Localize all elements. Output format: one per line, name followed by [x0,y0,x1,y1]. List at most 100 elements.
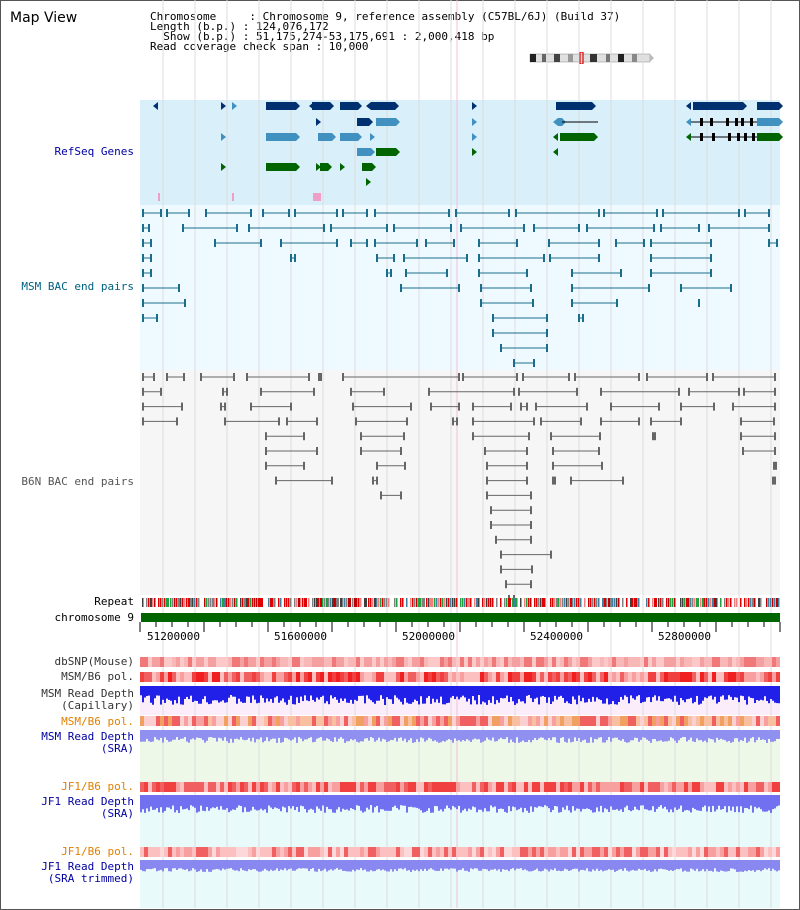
depth-bar [644,730,646,738]
b6n-bac-pair-end [580,417,582,426]
depth-bar [256,686,258,704]
depth-bar [186,860,188,870]
depth-bar [388,860,390,872]
depth-bar [678,860,680,870]
gene-exon [376,118,396,126]
depth-bar [680,730,682,739]
depth-bar [212,860,214,870]
b6n-bac-pair-end [486,476,488,485]
track-label-msm-depth-sra[interactable]: MSM Read Depth [41,730,134,743]
depth-bar [152,795,154,810]
track-label-msm-depth-capillary[interactable]: MSM Read Depth [41,687,134,700]
pol-cell [640,782,644,792]
pol-cell [716,847,720,857]
track-label-msm-b6-pol[interactable]: MSM/B6 pol. [61,670,134,683]
repeat-element [224,598,227,607]
depth-bar [556,730,558,743]
depth-bar [156,686,158,696]
gene-strand-marker [472,133,477,141]
pol-cell [640,847,644,857]
depth-bar [664,795,666,807]
pol-cell [508,847,512,857]
b6n-bac-pair-end [183,373,185,381]
depth-bar [344,795,346,810]
repeat-element [194,598,196,607]
depth-bar [408,795,410,807]
depth-bar [568,730,570,739]
depth-bar [214,860,216,870]
track-label-msm-b6-pol-2[interactable]: MSM/B6 pol. [61,715,134,728]
pol-cell [484,716,488,726]
pol-cell [584,847,588,857]
repeat-element [728,598,730,607]
track-label-dbsnp[interactable]: dbSNP(Mouse) [54,655,134,668]
pol-cell [720,672,724,682]
depth-bar [352,860,354,870]
pol-cell [756,847,760,857]
depth-bar [544,795,546,806]
b6n-bac-pair-end [550,432,552,441]
repeat-element [666,598,668,607]
track-label-msm-bac[interactable]: MSM BAC end pairs [21,280,134,293]
pol-cell [220,716,224,726]
b6n-bac-pair-end [706,373,708,381]
chromosome-ideogram[interactable] [528,52,656,64]
pol-cell [212,782,216,792]
depth-bar [260,860,262,872]
msm-bac-pair-end [366,209,368,217]
repeat-element [632,598,634,607]
depth-bar [250,795,252,811]
depth-bar [546,686,548,703]
track-label-repeat[interactable]: Repeat [94,595,134,608]
msm-bac-pair-end [660,224,662,232]
repeat-element [730,598,732,607]
depth-bar [586,860,588,869]
pol-cell [424,716,428,726]
depth-bar [628,686,630,704]
depth-bar [502,860,504,870]
depth-bar [358,860,360,870]
repeat-element [396,598,398,607]
depth-bar [222,795,224,810]
axis-tick-label: 51600000 [274,630,327,643]
track-label-jf1-depth-sra[interactable]: JF1 Read Depth [41,795,134,808]
depth-bar [524,686,526,704]
dbsnp-cell [536,657,540,667]
pol-cell [516,782,520,792]
gene-exon [357,148,371,156]
depth-bar [220,730,222,739]
track-label-b6n-bac[interactable]: B6N BAC end pairs [21,475,134,488]
depth-bar [626,860,628,871]
depth-bar [714,686,716,697]
pol-cell [224,716,228,726]
pol-cell [576,782,580,792]
repeat-element [456,598,458,607]
pol-cell [244,716,248,726]
depth-bar [370,860,372,871]
depth-bar [702,686,704,701]
pol-cell [272,672,276,682]
gene-strand-marker [221,163,226,171]
depth-bar [420,860,422,870]
pol-cell [268,672,272,682]
pol-cell [160,847,164,857]
depth-bar [300,730,302,739]
track-label-jf1-b6-pol-2[interactable]: JF1/B6 pol. [61,845,134,858]
track-label-chromosome[interactable]: chromosome 9 [54,611,134,624]
depth-bar [468,730,470,741]
pol-cell [660,672,664,682]
show-range-info-line: Show (b.p.) : 51,175,274-53,175,691 : 2,… [150,30,495,43]
repeat-element [206,598,208,607]
depth-bar [208,795,210,811]
pol-cell [444,716,448,726]
track-label-jf1-depth-trimmed[interactable]: JF1 Read Depth [41,860,134,873]
pol-cell [372,716,376,726]
depth-bar [570,686,572,705]
track-label-refseq[interactable]: RefSeq Genes [54,145,134,158]
depth-bar [594,730,596,739]
msm-bac-pair-end [214,239,216,247]
pol-cell [732,782,736,792]
repeat-element [382,598,384,607]
track-label-jf1-b6-pol[interactable]: JF1/B6 pol. [61,780,134,793]
